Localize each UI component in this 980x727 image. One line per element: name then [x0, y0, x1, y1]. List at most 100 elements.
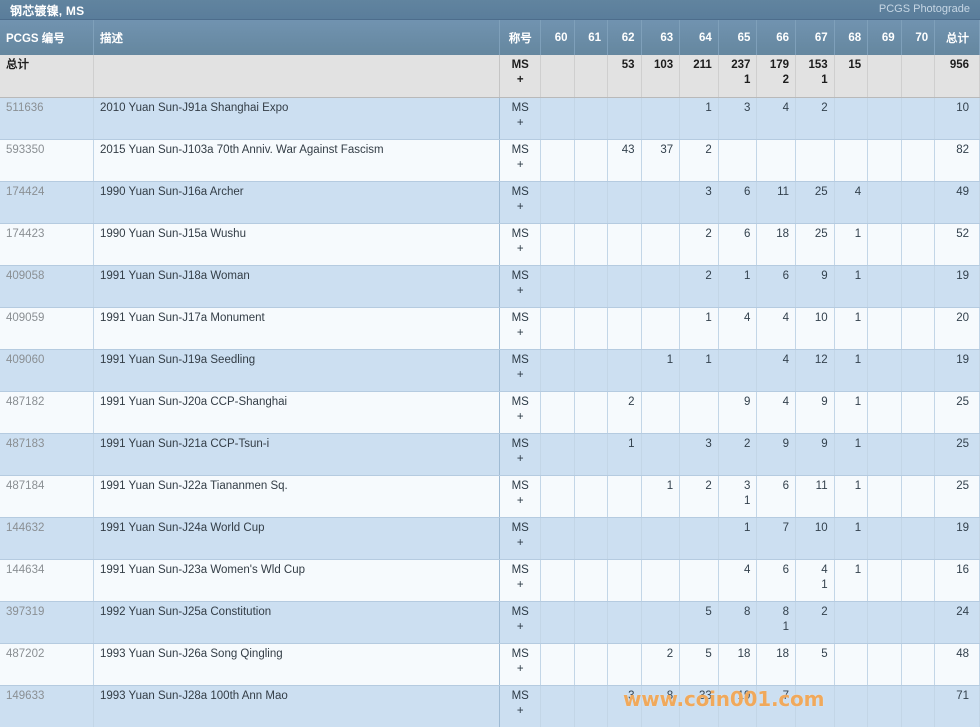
col-header-62[interactable]: 62: [607, 20, 642, 55]
cell-description[interactable]: 1991 Yuan Sun-J21a CCP-Tsun-i: [93, 433, 501, 476]
grade-plus-label: +: [516, 410, 524, 423]
cell-description[interactable]: 1991 Yuan Sun-J20a CCP-Shanghai: [93, 391, 501, 434]
cell-grade-66: 6: [756, 265, 797, 308]
cell-grade-65: 3: [718, 97, 758, 140]
col-header-69[interactable]: 69: [867, 20, 902, 55]
cell-grade-67: 5: [795, 643, 835, 686]
cell-description[interactable]: 2015 Yuan Sun-J103a 70th Anniv. War Agai…: [93, 139, 501, 182]
cell-pcgs-number[interactable]: 397319: [0, 601, 94, 644]
col-header-63[interactable]: 63: [641, 20, 681, 55]
cell-grade-61: [574, 97, 609, 140]
cell-description[interactable]: 1991 Yuan Sun-J24a World Cup: [93, 517, 501, 560]
cell-pcgs-number[interactable]: 511636: [0, 97, 94, 140]
col-header-67[interactable]: 67: [795, 20, 835, 55]
cell-grade-66: 4: [756, 97, 797, 140]
cell-grade-70: [901, 265, 936, 308]
cell-grade-67: 10: [795, 517, 835, 560]
count-ms: 25: [814, 227, 828, 240]
cell-grade-66: [756, 139, 797, 182]
col-header-70[interactable]: 70: [901, 20, 936, 55]
count-ms-plus: 2: [782, 74, 790, 86]
cell-grade-68: 1: [834, 475, 869, 518]
cell-grade: MS +: [499, 685, 542, 727]
grade-plus-label: +: [516, 200, 524, 213]
cell-pcgs-number[interactable]: 149633: [0, 685, 94, 727]
count-ms: 53: [621, 59, 635, 71]
col-header-61[interactable]: 61: [574, 20, 609, 55]
cell-grade-66: 9: [756, 433, 797, 476]
cell-description[interactable]: 1992 Yuan Sun-J25a Constitution: [93, 601, 501, 644]
cell-pcgs-number[interactable]: 144634: [0, 559, 94, 602]
cell-pcgs-number[interactable]: 487182: [0, 391, 94, 434]
cell-grade-69: [867, 391, 902, 434]
count-ms: 25: [814, 185, 828, 198]
col-header-66[interactable]: 66: [756, 20, 797, 55]
grade-ms-label: MS: [511, 563, 529, 576]
cell-description[interactable]: 1990 Yuan Sun-J16a Archer: [93, 181, 501, 224]
cell-grade-69: [867, 97, 902, 140]
cell-grade-69: [867, 139, 902, 182]
cell-description[interactable]: 1991 Yuan Sun-J19a Seedling: [93, 349, 501, 392]
cell-grade-62: [607, 643, 642, 686]
cell-pcgs-number[interactable]: 409060: [0, 349, 94, 392]
count-ms: 3: [705, 185, 712, 198]
table-row: 397319 1992 Yuan Sun-J25a Constitution MS +…: [0, 601, 980, 644]
cell-pcgs-number[interactable]: 409059: [0, 307, 94, 350]
count-ms: 3: [705, 437, 712, 450]
table-row: 144632 1991 Yuan Sun-J24a World Cup MS +1 7 1…: [0, 517, 980, 560]
count-ms-plus: 1: [744, 494, 751, 507]
cell-grade-60: [540, 643, 575, 686]
cell-description[interactable]: 1991 Yuan Sun-J23a Women's Wld Cup: [93, 559, 501, 602]
titlebar: 钢芯镀镍, MS PCGS Photograde: [0, 0, 980, 20]
cell-description[interactable]: 1993 Yuan Sun-J26a Song Qingling: [93, 643, 501, 686]
count-ms: 1: [854, 563, 862, 576]
cell-description[interactable]: 2010 Yuan Sun-J91a Shanghai Expo: [93, 97, 501, 140]
cell-grade-65: [718, 139, 758, 182]
grade-ms-label: MS: [511, 647, 529, 660]
cell-grade-64: 1: [679, 349, 719, 392]
grade-ms-label: MS: [511, 437, 529, 450]
cell-description[interactable]: 1991 Yuan Sun-J18a Woman: [93, 265, 501, 308]
col-header-grade[interactable]: 称号: [499, 20, 542, 55]
cell-description[interactable]: 1991 Yuan Sun-J17a Monument: [93, 307, 501, 350]
count-ms: 2: [821, 605, 828, 618]
cell-pcgs-number[interactable]: 174423: [0, 223, 94, 266]
count-ms: 1: [744, 269, 751, 282]
cell-total: 71: [934, 685, 980, 727]
cell-pcgs-number[interactable]: 487184: [0, 475, 94, 518]
cell-grade-61: [574, 181, 609, 224]
cell-grade-60: [540, 559, 575, 602]
cell-grade-64: 2: [679, 265, 719, 308]
cell-grade-63: 1: [641, 475, 681, 518]
count-ms: 4: [744, 311, 751, 324]
cell-pcgs-number[interactable]: 174424: [0, 181, 94, 224]
col-header-64[interactable]: 64: [679, 20, 719, 55]
cell-pcgs-number[interactable]: 487202: [0, 643, 94, 686]
cell-total: 49: [934, 181, 980, 224]
col-header-pcgs-number[interactable]: PCGS 编号: [0, 20, 94, 55]
table-row: 174424 1990 Yuan Sun-J16a Archer MS +3 6 11 25…: [0, 181, 980, 224]
cell-total: 25: [934, 475, 980, 518]
cell-description[interactable]: 1993 Yuan Sun-J28a 100th Ann Mao: [93, 685, 501, 727]
cell-total: 52: [934, 223, 980, 266]
cell-pcgs-number[interactable]: 409058: [0, 265, 94, 308]
cell-grade-63: 2: [641, 643, 681, 686]
col-header-description[interactable]: 描述: [93, 20, 501, 55]
col-header-60[interactable]: 60: [540, 20, 575, 55]
cell-pcgs-number[interactable]: 593350: [0, 139, 94, 182]
cell-description[interactable]: 1991 Yuan Sun-J22a Tiananmen Sq.: [93, 475, 501, 518]
cell-grade-64: [679, 391, 719, 434]
grade-plus-label: +: [516, 158, 524, 171]
cell-pcgs-number[interactable]: 487183: [0, 433, 94, 476]
cell-pcgs-number[interactable]: 144632: [0, 517, 94, 560]
col-header-68[interactable]: 68: [834, 20, 869, 55]
cell-grade-62: [607, 601, 642, 644]
cell-grade: MS +: [499, 223, 542, 266]
cell-grade-65: 8: [718, 601, 758, 644]
cell-grade-68: [834, 685, 869, 727]
count-ms: 18: [737, 647, 751, 660]
col-header-total[interactable]: 总计: [934, 20, 980, 55]
cell-description[interactable]: 1990 Yuan Sun-J15a Wushu: [93, 223, 501, 266]
count-ms: 1: [854, 269, 862, 282]
col-header-65[interactable]: 65: [718, 20, 758, 55]
